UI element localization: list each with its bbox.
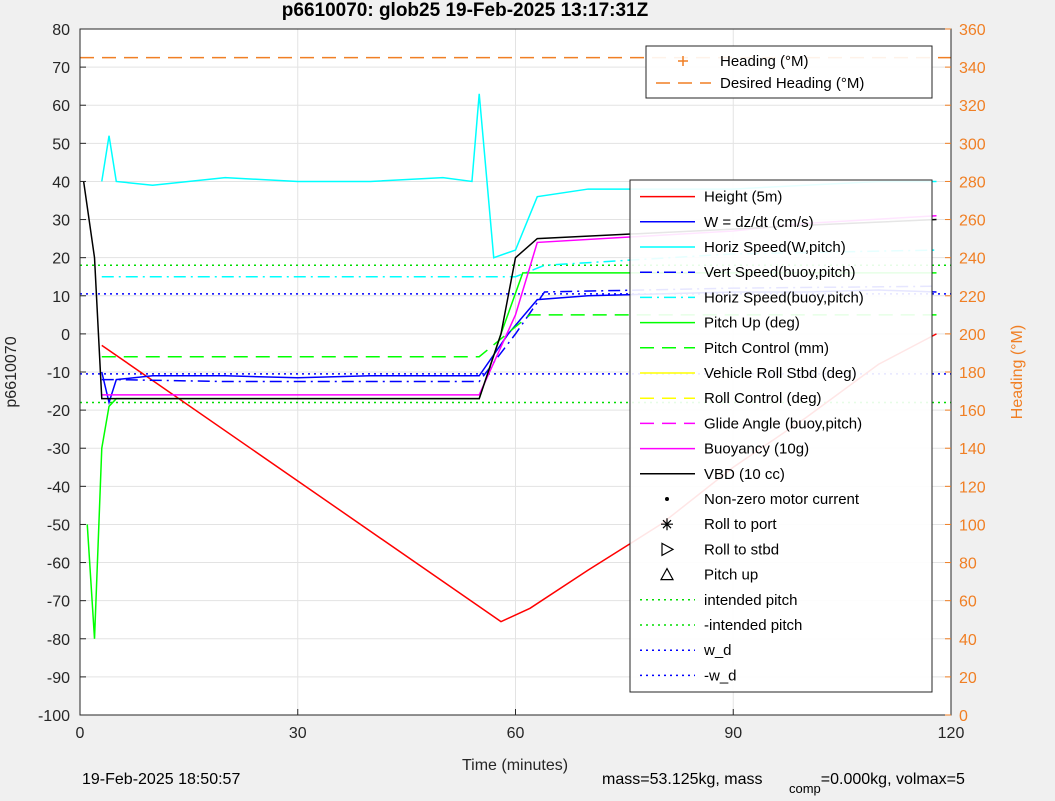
legend-label: Roll to stbd	[704, 541, 779, 558]
y2-tick-label: 340	[959, 60, 986, 77]
y2-tick-label: 40	[959, 632, 977, 649]
x-tick-label: 60	[507, 725, 525, 742]
legend-swatch	[665, 497, 669, 501]
x-tick-label: 30	[289, 725, 307, 742]
footer-rest-text: =0.000kg, volmax=5	[820, 771, 965, 788]
footer-mass: mass=53.125kg, mass comp=0.000kg, volmax…	[602, 771, 965, 796]
x-axis-label: Time (minutes)	[462, 757, 568, 774]
y2-tick-label: 240	[959, 251, 986, 268]
y-tick-label: -10	[47, 365, 70, 382]
legend-swatch	[661, 518, 673, 531]
y-tick-label: -90	[47, 670, 70, 687]
y2-tick-label: 220	[959, 289, 986, 306]
legend-label: W = dz/dt (cm/s)	[704, 214, 814, 231]
y2-tick-label: 160	[959, 403, 986, 420]
y-tick-label: -80	[47, 632, 70, 649]
legend-label: w_d	[703, 642, 732, 659]
y-tick-label: 10	[52, 289, 70, 306]
legend-main: Height (5m) W = dz/dt (cm/s) Horiz Speed(W…	[629, 179, 933, 693]
legend-heading: Heading (°M) Desired Heading (°M)	[645, 45, 933, 99]
legend-label: Vert Speed(buoy,pitch)	[704, 264, 855, 281]
y2-tick-label: 20	[959, 670, 977, 687]
y2-tick-label: 60	[959, 594, 977, 611]
y-tick-label: -20	[47, 403, 70, 420]
legend-box	[645, 45, 933, 99]
y2-tick-label: 260	[959, 213, 986, 230]
y2-tick-label: 0	[959, 708, 968, 725]
legend-label: -w_d	[704, 667, 737, 684]
y2-tick-label: 100	[959, 517, 986, 534]
y2-tick-label: 200	[959, 327, 986, 344]
y2-axis-label: Heading (°M)	[1009, 325, 1026, 419]
legend-swatch	[661, 542, 675, 557]
legend-label: Roll Control (deg)	[704, 390, 822, 407]
legend-label: Heading (°M)	[720, 53, 809, 70]
y2-tick-label: 180	[959, 365, 986, 382]
legend-label: Buoyancy (10g)	[704, 441, 809, 458]
legend-label: Pitch Up (deg)	[704, 315, 800, 332]
y-tick-label: 0	[61, 327, 70, 344]
y2-tick-label: 120	[959, 479, 986, 496]
y-tick-label: -30	[47, 441, 70, 458]
legend-swatch	[678, 56, 688, 66]
y-tick-label: 40	[52, 174, 70, 191]
legend-label: Vehicle Roll Stbd (deg)	[704, 365, 857, 382]
x-tick-label: 120	[938, 725, 965, 742]
y-tick-label: 20	[52, 251, 70, 268]
legend-label: -intended pitch	[704, 617, 802, 634]
series-line	[101, 285, 937, 383]
legend-label: intended pitch	[704, 592, 797, 609]
footer-mass-text: mass=53.125kg, mass	[602, 771, 763, 788]
y2-tick-label: 320	[959, 98, 986, 115]
y2-tick-label: 140	[959, 441, 986, 458]
legend-label: Glide Angle (buoy,pitch)	[704, 415, 862, 432]
legend-label: Desired Heading (°M)	[720, 75, 864, 92]
footer-comp-sub: comp	[788, 781, 821, 796]
y2-tick-label: 300	[959, 136, 986, 153]
legend-label: VBD (10 cc)	[704, 466, 785, 483]
footer-timestamp: 19-Feb-2025 18:50:57	[82, 771, 241, 788]
legend-swatch	[659, 567, 675, 581]
chart-title: p6610070: glob25 19-Feb-2025 13:17:31Z	[282, 0, 649, 21]
legend-box	[629, 179, 933, 693]
y-tick-label: -40	[47, 479, 70, 496]
y-tick-label: -100	[38, 708, 70, 725]
y-axis-label: p6610070	[3, 336, 20, 407]
y2-tick-label: 80	[959, 556, 977, 573]
y2-tick-label: 360	[959, 22, 986, 39]
legend-label: Horiz Speed(W,pitch)	[704, 239, 846, 256]
legend-label: Height (5m)	[704, 189, 782, 206]
legend-label: Pitch Control (mm)	[704, 340, 829, 357]
legend-label: Non-zero motor current	[704, 491, 860, 508]
axes: 0 30 60 90 12080706050403020100-10-20-30-40-…	[38, 22, 986, 742]
y-tick-label: 70	[52, 60, 70, 77]
y-tick-label: -60	[47, 556, 70, 573]
y-tick-label: -50	[47, 517, 70, 534]
y-tick-label: 60	[52, 98, 70, 115]
x-tick-label: 90	[724, 725, 742, 742]
y-tick-label: 80	[52, 22, 70, 39]
x-tick-label: 0	[76, 725, 85, 742]
y-tick-label: -70	[47, 594, 70, 611]
y2-tick-label: 280	[959, 174, 986, 191]
y-tick-label: 50	[52, 136, 70, 153]
legend-label: Roll to port	[704, 516, 777, 533]
y-tick-label: 30	[52, 213, 70, 230]
legend-label: Pitch up	[704, 567, 758, 584]
legend-label: Horiz Speed(buoy,pitch)	[704, 289, 864, 306]
